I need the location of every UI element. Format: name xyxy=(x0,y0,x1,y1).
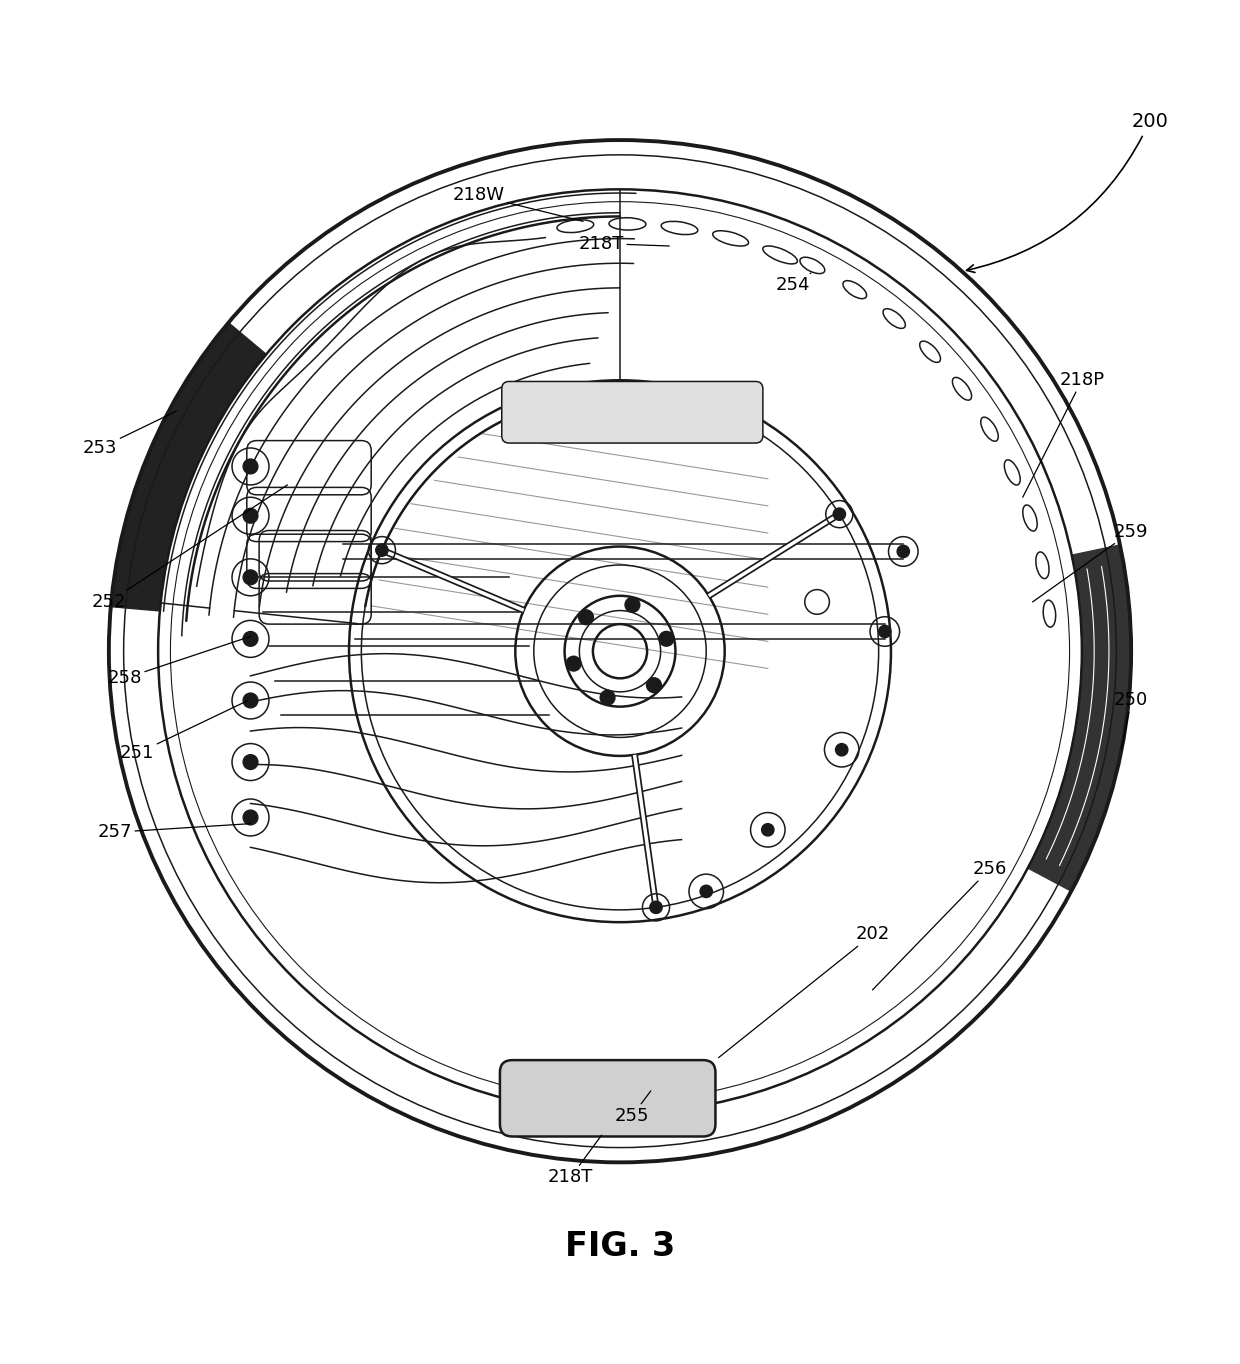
Circle shape xyxy=(243,632,258,647)
Text: 258: 258 xyxy=(108,637,250,687)
Circle shape xyxy=(243,754,258,769)
Text: 253: 253 xyxy=(83,411,176,457)
Circle shape xyxy=(833,507,846,520)
Text: 251: 251 xyxy=(120,701,248,762)
Circle shape xyxy=(243,460,258,473)
Circle shape xyxy=(650,902,662,914)
Circle shape xyxy=(836,743,848,756)
Circle shape xyxy=(376,544,388,557)
Text: 218P: 218P xyxy=(1023,371,1105,498)
Text: 252: 252 xyxy=(92,486,288,611)
Text: 257: 257 xyxy=(98,824,250,842)
Circle shape xyxy=(243,509,258,524)
Text: 218W: 218W xyxy=(453,187,583,221)
Circle shape xyxy=(761,824,774,836)
Text: 202: 202 xyxy=(718,926,889,1057)
Circle shape xyxy=(879,625,892,637)
Polygon shape xyxy=(1028,546,1131,891)
Text: 218T: 218T xyxy=(579,235,670,252)
Circle shape xyxy=(897,546,909,558)
FancyBboxPatch shape xyxy=(502,382,763,443)
Circle shape xyxy=(625,597,640,612)
Circle shape xyxy=(579,610,594,625)
Circle shape xyxy=(243,693,258,708)
Circle shape xyxy=(567,656,582,671)
Text: 255: 255 xyxy=(615,1091,651,1124)
Text: 250: 250 xyxy=(1114,692,1148,750)
Text: 256: 256 xyxy=(873,861,1007,990)
Text: 200: 200 xyxy=(966,112,1168,273)
Circle shape xyxy=(701,885,712,898)
Text: 218T: 218T xyxy=(548,1135,601,1187)
Text: 259: 259 xyxy=(1033,522,1148,602)
Circle shape xyxy=(243,570,258,585)
Circle shape xyxy=(646,678,661,693)
Circle shape xyxy=(658,632,673,647)
Polygon shape xyxy=(110,323,267,611)
Text: 254: 254 xyxy=(775,273,811,295)
Text: FIG. 3: FIG. 3 xyxy=(565,1229,675,1263)
FancyBboxPatch shape xyxy=(500,1060,715,1136)
Circle shape xyxy=(243,810,258,825)
Circle shape xyxy=(600,690,615,705)
